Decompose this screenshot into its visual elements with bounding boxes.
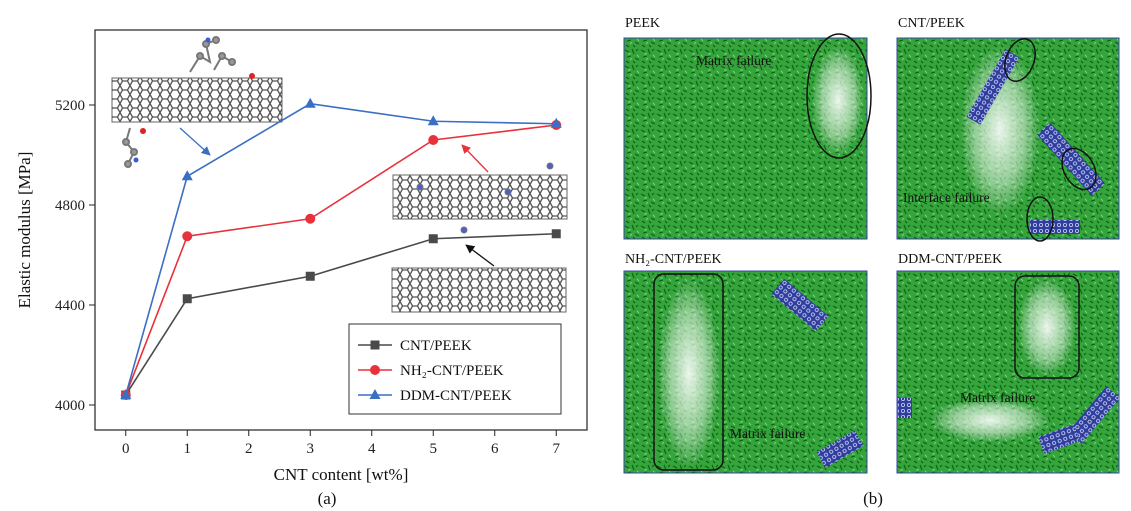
- snapshot-ddm-cnt-peek: DDM-CNT/PEEK Matrix failure: [896, 252, 1121, 474]
- annotation-matrix-failure: Matrix failure: [730, 426, 805, 441]
- data-point: [181, 170, 193, 181]
- data-point: [182, 294, 192, 304]
- cnt-inset: [391, 267, 567, 313]
- data-point: [550, 117, 562, 128]
- cnt-tube: [1036, 122, 1106, 196]
- nh2-cnt-inset: [392, 162, 568, 234]
- cnt-tube: [816, 430, 864, 468]
- cnt-tube: [1038, 424, 1080, 454]
- data-point: [304, 97, 316, 108]
- ddm-cnt-inset: [111, 36, 283, 168]
- cnt-tube: [966, 49, 1020, 125]
- data-point: [428, 234, 438, 244]
- failure-ellipse: [1004, 38, 1036, 82]
- void-region: [1018, 278, 1076, 376]
- snapshot-peek: PEEK Matrix failure: [623, 16, 872, 240]
- caption-a: (a): [318, 489, 337, 508]
- snapshot-panel-b: PEEK Matrix failure CNT/PEEK Interface f…: [623, 16, 1121, 508]
- x-tick-label: 3: [307, 441, 315, 457]
- legend-entry: NH₂-CNT/PEEK: [358, 363, 504, 379]
- failure-box: [653, 273, 724, 471]
- cnt-tube: [771, 278, 829, 332]
- annotation-interface-failure: Interface failure: [903, 190, 990, 205]
- snapshot-title-nh2-cnt-peek: NH₂-CNT/PEEK: [625, 252, 722, 267]
- legend-marker: [370, 340, 380, 350]
- snapshot-cnt-peek: CNT/PEEK Interface failure: [896, 16, 1120, 242]
- x-tick-label: 5: [430, 441, 438, 457]
- x-axis-label: CNT content [wt%]: [274, 465, 409, 484]
- series-ddm-cnt-peek: [120, 97, 562, 399]
- legend-label: CNT/PEEK: [400, 338, 472, 354]
- arrow-nh2: [461, 144, 489, 173]
- void-region: [812, 45, 864, 155]
- annotation-matrix-failure: Matrix failure: [960, 390, 1035, 405]
- legend-box: [348, 323, 562, 415]
- data-point: [182, 231, 193, 242]
- snapshot-title-peek: PEEK: [625, 16, 660, 31]
- failure-ellipse: [1061, 147, 1097, 191]
- failure-ellipse: [1026, 196, 1054, 242]
- data-point: [551, 229, 561, 239]
- snapshot-image-ddm-cnt-peek: [896, 270, 1120, 474]
- data-point: [305, 271, 315, 281]
- cnt-tube: [1067, 386, 1121, 444]
- void-region: [960, 45, 1040, 215]
- void-region: [930, 398, 1050, 442]
- failure-ellipse: [806, 33, 872, 159]
- data-point: [120, 389, 132, 399]
- x-tick-label: 2: [245, 441, 253, 457]
- legend-entry: CNT/PEEK: [358, 338, 472, 354]
- snapshot-title-ddm-cnt-peek: DDM-CNT/PEEK: [898, 252, 1002, 267]
- x-tick-label: 1: [184, 441, 192, 457]
- legend-label: DDM-CNT/PEEK: [400, 388, 512, 404]
- data-point: [427, 115, 439, 126]
- cnt-tube: [1030, 220, 1080, 234]
- legend-label: NH₂-CNT/PEEK: [400, 363, 504, 379]
- snapshot-title-cnt-peek: CNT/PEEK: [898, 16, 965, 31]
- annotation-matrix-failure: Matrix failure: [696, 53, 771, 68]
- data-point: [305, 213, 316, 224]
- x-tick-label: 7: [553, 441, 561, 457]
- snapshot-nh2-cnt-peek: NH₂-CNT/PEEK Matrix failure: [623, 252, 868, 474]
- legend-marker: [369, 389, 381, 399]
- legend-items: CNT/PEEK NH₂-CNT/PEEK DDM-CNT/PEEK: [358, 338, 512, 404]
- x-tick-label: 0: [122, 441, 130, 457]
- arrow-ddm: [179, 127, 211, 156]
- void-region: [658, 278, 720, 468]
- caption-b: (b): [863, 489, 883, 508]
- y-tick-label: 5200: [55, 98, 85, 114]
- y-tick-label: 4800: [55, 198, 85, 214]
- data-point: [428, 135, 439, 145]
- legend-entry: DDM-CNT/PEEK: [358, 388, 512, 404]
- failure-box: [1014, 275, 1080, 379]
- y-tick-label: 4400: [55, 298, 85, 314]
- y-axis-label: Elastic modulus [MPa]: [15, 152, 34, 309]
- x-tick-label: 6: [491, 441, 499, 457]
- chart-panel-a: 0 1 2 3 4 5 6 7 4000 4400 4800 5200: [15, 29, 588, 508]
- cnt-tube: [898, 398, 912, 418]
- ticks-layer: 0 1 2 3 4 5 6 7 4000 4400 4800 5200: [55, 98, 561, 457]
- plot-frame: [94, 29, 588, 431]
- arrow-cnt: [465, 244, 495, 267]
- series-layer: [120, 97, 562, 400]
- legend: CNT/PEEK NH₂-CNT/PEEK DDM-CNT/PEEK: [348, 323, 562, 415]
- legend-marker: [370, 365, 380, 375]
- y-tick-label: 4000: [55, 398, 85, 414]
- x-tick-label: 4: [368, 441, 376, 457]
